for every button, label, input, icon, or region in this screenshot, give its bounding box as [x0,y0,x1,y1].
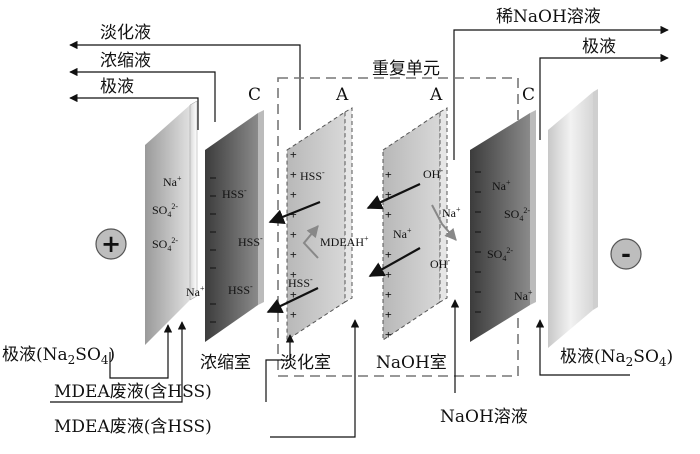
ion-hss-concentrate-2: HSS- [238,234,263,249]
ion-na-anode: Na+ [163,174,182,189]
blocked-arrows [302,204,457,259]
inlet-lines [50,299,630,438]
ion-so4-right-1: SO42- [504,206,530,223]
ion-so4-anode-2: SO42- [152,236,178,253]
cation-membrane-right-charges [475,171,481,313]
anion-membrane-left [286,107,353,341]
cation-membrane-right [470,110,536,342]
inlet-electrode-left-label: 极液(Na2SO4) [2,345,115,367]
outlet-electrode-right-label: 极液 [582,37,616,57]
cation-membrane-right-label: C [522,85,535,105]
cation-membrane-left [205,110,264,342]
svg-text:+: + [385,248,392,261]
ion-na-naoh-2: Na+ [442,205,461,220]
outlet-dilute-naoh-label: 稀NaOH溶液 [496,7,601,27]
ion-oh-naoh-1: OH- [423,166,443,181]
repeat-unit-label: 重复单元 [372,59,440,79]
ion-hss-dilute-1: HSS- [300,168,325,183]
ion-na-right-cation-2: Na+ [514,288,533,303]
anion-membrane-left-label: A [335,85,349,105]
svg-text:+: + [385,208,392,221]
ion-oh-naoh-2: OH- [430,256,450,271]
outlet-dilute-label: 淡化液 [100,23,151,43]
svg-text:+: + [385,308,392,321]
svg-text:+: + [385,268,392,281]
anion-membrane-right-label: A [429,85,443,105]
chamber-dilute-label: 淡化室 [280,353,331,373]
ion-hss-concentrate-3: HSS- [228,282,253,297]
anion-membrane-right [382,107,448,341]
chamber-naoh-label: NaOH室 [376,353,447,373]
outlet-concentrate-label: 浓缩液 [100,51,151,71]
svg-text:+: + [290,268,297,281]
cathode-sign: - [621,239,631,268]
svg-text:+: + [290,188,297,201]
ion-na-right-cation-1: Na+ [492,178,511,193]
ion-na-naoh-1: Na+ [393,226,412,241]
ion-hss-concentrate-1: HSS- [222,186,247,201]
ion-hss-dilute-2: HSS- [288,275,313,290]
outlet-electrode-left-label: 极液 [100,77,134,97]
svg-text:+: + [290,288,297,301]
chamber-concentrate-label: 浓缩室 [200,353,251,373]
svg-text:+: + [385,168,392,181]
ion-na-left-cation: Na+ [186,284,205,299]
svg-text:+: + [290,308,297,321]
inlet-mdea-1-label: MDEA废液(含HSS) [54,382,212,402]
anode-plate [145,100,198,345]
svg-text:+: + [385,328,392,341]
svg-text:+: + [290,148,297,161]
inlet-electrode-right-label: 极液(Na2SO4) [560,347,673,369]
anion-membrane-right-charges: + + + + + + + + [385,168,392,341]
svg-text:+: + [290,228,297,241]
inlet-naoh-label: NaOH溶液 [440,407,528,427]
ion-so4-anode-1: SO42- [152,202,178,219]
cation-membrane-left-charges [210,177,216,323]
cathode-symbol: - [610,238,642,270]
svg-text:+: + [290,168,297,181]
outlet-lines [69,25,669,160]
ion-so4-right-2: SO42- [487,246,513,263]
cathode-plate [548,89,598,348]
cation-membrane-left-label: C [248,85,261,105]
inlet-mdea-2-label: MDEA废液(含HSS) [54,417,212,437]
anode-sign: + [101,229,121,258]
ion-mdeah-dilute: MDEAH+ [320,234,369,249]
svg-text:+: + [290,248,297,261]
migration-arrows [266,183,421,313]
svg-text:+: + [385,288,392,301]
svg-text:+: + [385,188,392,201]
anode-symbol: + [95,228,127,260]
svg-text:+: + [290,208,297,221]
anion-membrane-left-charges: + + + + + + + + + [290,148,297,321]
